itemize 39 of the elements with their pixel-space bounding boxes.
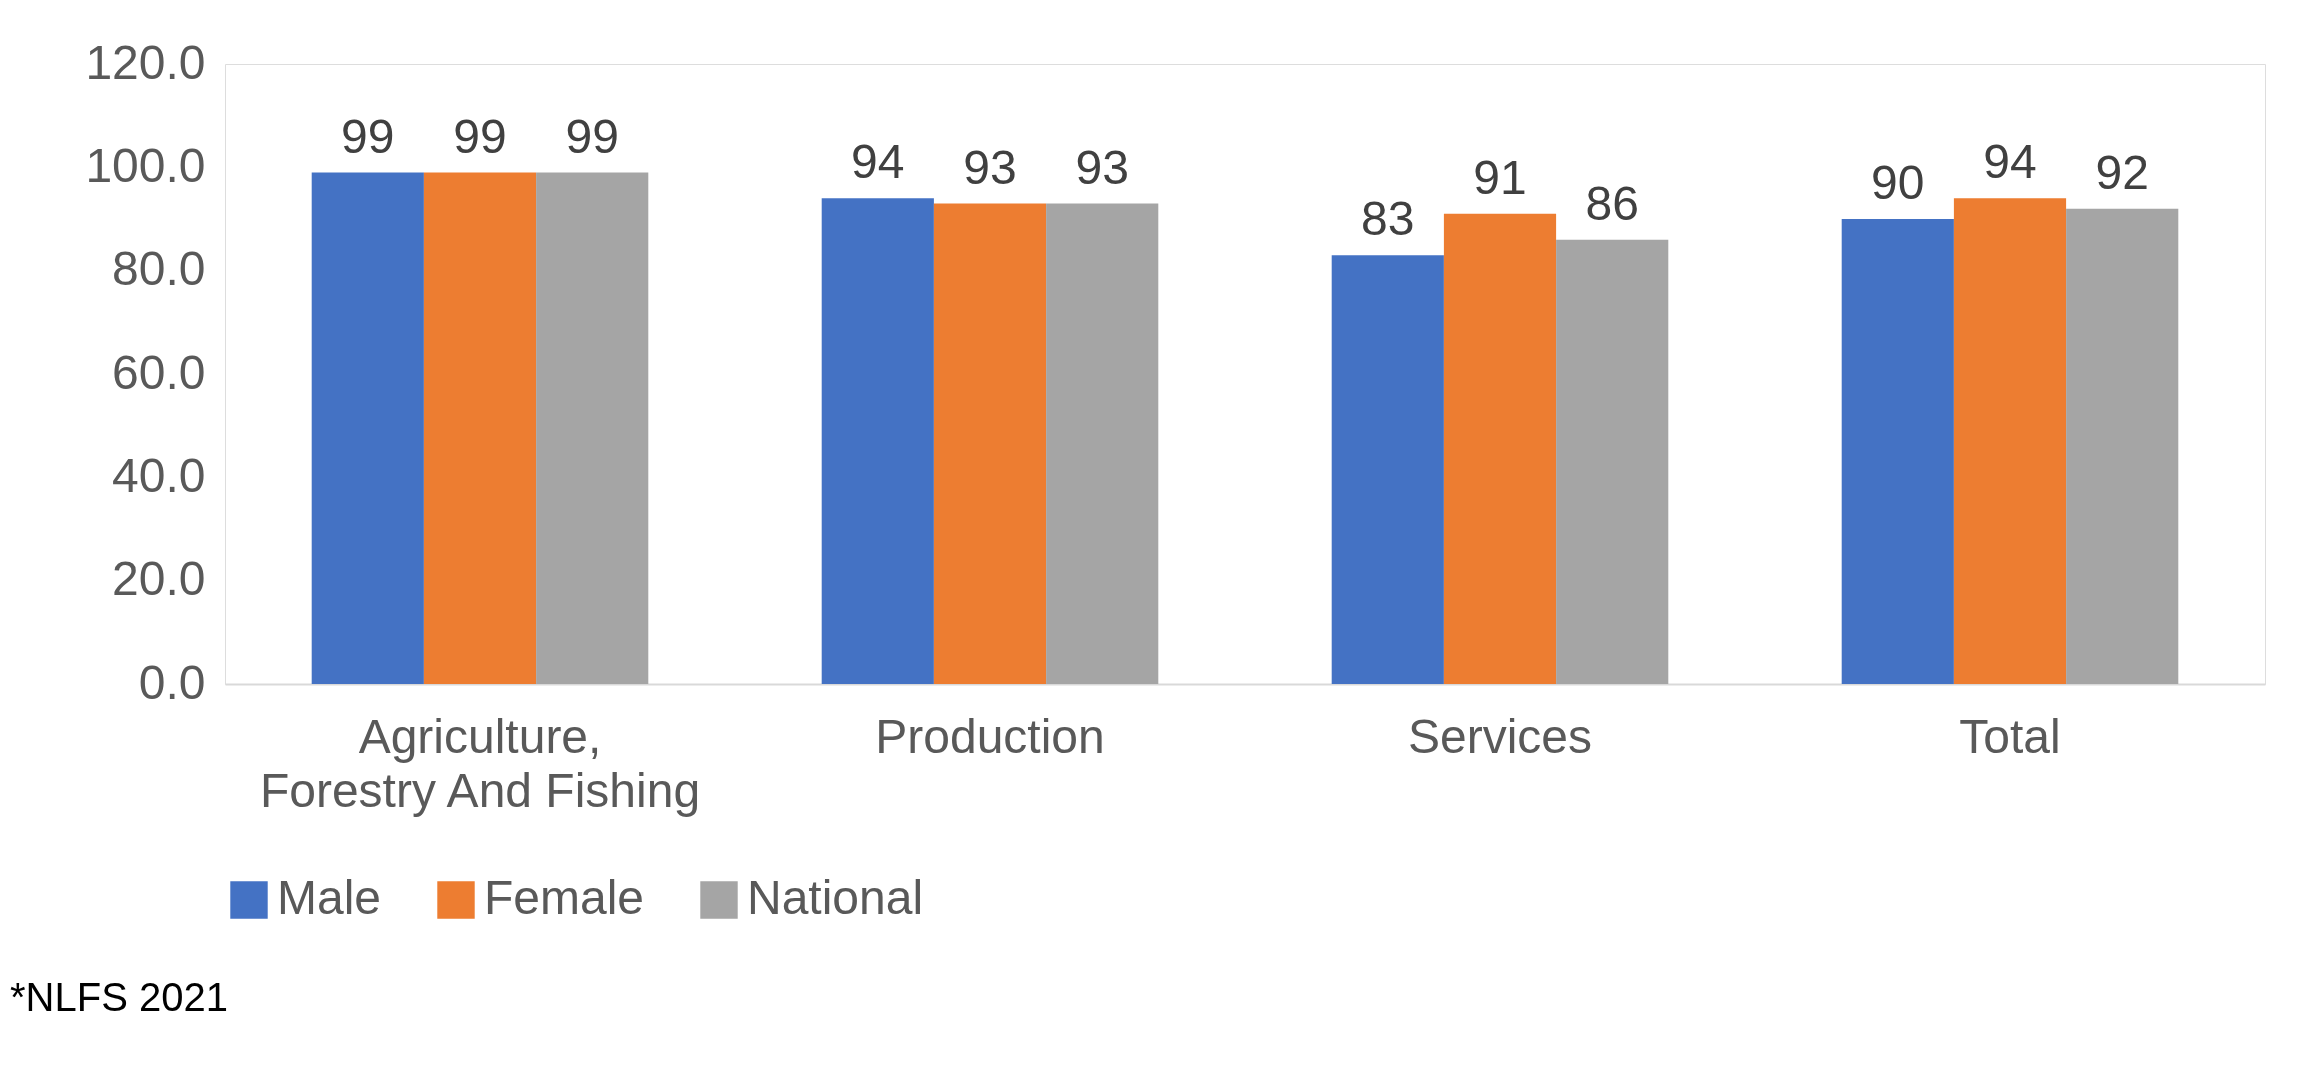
x-tick-label: Total	[1959, 709, 2061, 763]
bar	[1841, 219, 1954, 684]
data-label: 90	[1871, 156, 1925, 209]
y-tick-label: 120.0	[85, 35, 206, 89]
data-label: 94	[1983, 135, 2037, 189]
data-label: 93	[963, 140, 1017, 194]
bar	[2066, 208, 2179, 684]
legend-label: Male	[277, 871, 382, 924]
bar	[536, 172, 649, 684]
data-label: 99	[341, 109, 395, 163]
legend-label: Female	[484, 871, 645, 924]
bar	[1331, 255, 1444, 684]
y-tick-label: 40.0	[112, 448, 206, 502]
bar	[1443, 213, 1557, 684]
x-tick-label: Production	[875, 709, 1105, 763]
bar	[1556, 239, 1669, 684]
text: *NLFS 2021	[10, 975, 228, 1019]
data-label: 86	[1585, 176, 1639, 230]
y-tick-label: 60.0	[112, 345, 206, 399]
data-label: 99	[565, 109, 619, 163]
legend-label: National	[747, 871, 924, 924]
y-tick-label: 20.0	[112, 552, 206, 606]
data-label: 99	[453, 109, 507, 163]
data-label: 92	[2095, 145, 2149, 199]
bar	[821, 198, 934, 684]
bar	[423, 172, 537, 684]
y-tick-label: 0.0	[138, 655, 206, 709]
bar	[1953, 198, 2067, 684]
data-label: 93	[1075, 140, 1129, 194]
data-label: 94	[851, 135, 905, 189]
x-tick-label: Services	[1407, 709, 1593, 763]
x-tick-label: Agriculture, Forestry And Fishing	[259, 709, 701, 817]
y-tick-label: 100.0	[85, 138, 206, 192]
y-tick-label: 80.0	[112, 242, 206, 296]
bar	[933, 203, 1047, 684]
data-label: 91	[1473, 150, 1527, 204]
bar	[1046, 203, 1159, 684]
bar	[311, 172, 424, 684]
data-label: 83	[1361, 192, 1415, 246]
